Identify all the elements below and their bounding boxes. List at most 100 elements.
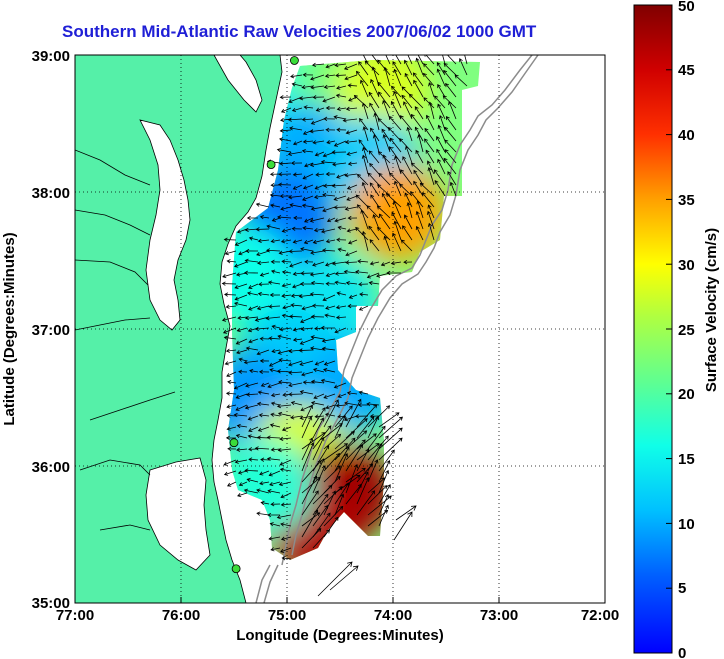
velocity-arrow (271, 324, 281, 329)
velocity-arrow (310, 206, 325, 211)
velocity-arrow (312, 239, 325, 245)
velocity-arrow (279, 193, 292, 199)
velocity-arrow (386, 270, 402, 276)
velocity-arrow (334, 217, 347, 223)
velocity-arrow (334, 493, 345, 516)
velocity-arrow (347, 215, 358, 221)
velocity-arrow (281, 556, 292, 561)
velocity-arrow (358, 390, 369, 395)
velocity-arrow (448, 100, 457, 120)
velocity-arrow (270, 447, 281, 452)
velocity-arrow (368, 280, 380, 286)
velocity-arrow (343, 63, 358, 70)
velocity-arrow (445, 83, 457, 98)
velocity-arrow (309, 217, 325, 223)
velocity-arrow (310, 335, 325, 340)
velocity-arrow (382, 100, 391, 120)
velocity-arrow (270, 183, 281, 188)
velocity-arrow (361, 154, 369, 175)
velocity-arrow (393, 180, 402, 197)
velocity-arrow (344, 139, 358, 145)
velocity-arrow (255, 202, 270, 208)
velocity-arrow (335, 315, 347, 320)
velocity-arrow (335, 305, 347, 310)
velocity-arrow (314, 360, 325, 366)
velocity-arrow (301, 416, 313, 439)
velocity-arrow (356, 433, 377, 450)
velocity-arrow (334, 405, 353, 428)
velocity-arrow (336, 85, 347, 90)
velocity-arrow (346, 184, 358, 190)
velocity-arrow (271, 217, 281, 222)
velocity-arrow (292, 172, 303, 177)
velocity-arrow (336, 291, 347, 296)
velocity-arrow (445, 115, 457, 131)
x-tick-label: 76:00 (162, 607, 200, 624)
velocity-arrow (312, 504, 329, 527)
velocity-arrow (288, 195, 303, 200)
velocity-arrow (346, 195, 358, 201)
velocity-arrow (260, 500, 270, 506)
velocity-arrow (256, 250, 270, 257)
colorbar-tick-label: 25 (678, 322, 695, 339)
y-tick-label: 36:00 (32, 459, 70, 476)
velocity-arrow (347, 303, 358, 309)
velocity-arrow (378, 469, 390, 494)
velocity-arrow (301, 203, 314, 208)
velocity-arrow (238, 369, 248, 374)
velocity-arrow (267, 280, 281, 285)
velocity-arrow (301, 371, 314, 377)
velocity-arrow (277, 215, 292, 220)
velocity-arrow (367, 485, 388, 505)
velocity-arrow (248, 236, 259, 241)
velocity-arrow (268, 336, 281, 341)
velocity-arrow (322, 248, 336, 253)
velocity-arrow (280, 206, 292, 211)
velocity-arrow (267, 382, 281, 389)
velocity-arrow (354, 414, 369, 419)
velocity-arrow (310, 314, 325, 319)
colorbar-ticks (666, 4, 672, 589)
velocity-arrow (222, 327, 237, 334)
velocity-arrow (288, 382, 303, 388)
velocity-arrow (425, 149, 435, 164)
velocity-arrow (315, 172, 325, 177)
velocity-arrow (223, 470, 237, 476)
velocity-arrow (292, 184, 303, 190)
velocity-arrow (414, 126, 424, 142)
velocity-arrow (403, 59, 413, 76)
velocity-arrow (323, 452, 341, 472)
velocity-arrow (243, 270, 259, 275)
land-mass (75, 55, 283, 603)
velocity-arrow (325, 105, 336, 111)
velocity-arrow (436, 68, 446, 87)
velocity-arrow (389, 137, 402, 153)
velocity-arrow (344, 401, 358, 406)
velocity-arrow (235, 433, 248, 439)
velocity-arrow (298, 294, 314, 299)
velocity-arrow (290, 160, 303, 166)
velocity-arrow (310, 280, 325, 286)
velocity-arrow (378, 427, 403, 450)
velocity-arrow (300, 247, 314, 252)
velocity-arrow (323, 116, 336, 121)
velocity-arrow (371, 55, 380, 65)
velocity-arrow (356, 476, 370, 505)
velocity-arrow (359, 292, 369, 297)
velocity-arrow (388, 146, 402, 164)
velocity-arrow (260, 382, 270, 387)
velocity-arrow (309, 292, 325, 297)
velocity-arrow (309, 272, 325, 277)
velocity-arrow (345, 418, 368, 439)
velocity-arrow (292, 140, 303, 146)
velocity-arrow (299, 338, 314, 345)
velocity-arrow (443, 69, 457, 87)
velocity-arrow (399, 183, 413, 197)
velocity-arrow (426, 160, 435, 175)
velocity-arrow (385, 55, 391, 65)
velocity-arrow (223, 237, 237, 242)
velocity-arrow (358, 139, 369, 153)
velocity-arrow (300, 271, 314, 276)
velocity-arrow (259, 336, 270, 341)
velocity-arrow (381, 128, 391, 142)
